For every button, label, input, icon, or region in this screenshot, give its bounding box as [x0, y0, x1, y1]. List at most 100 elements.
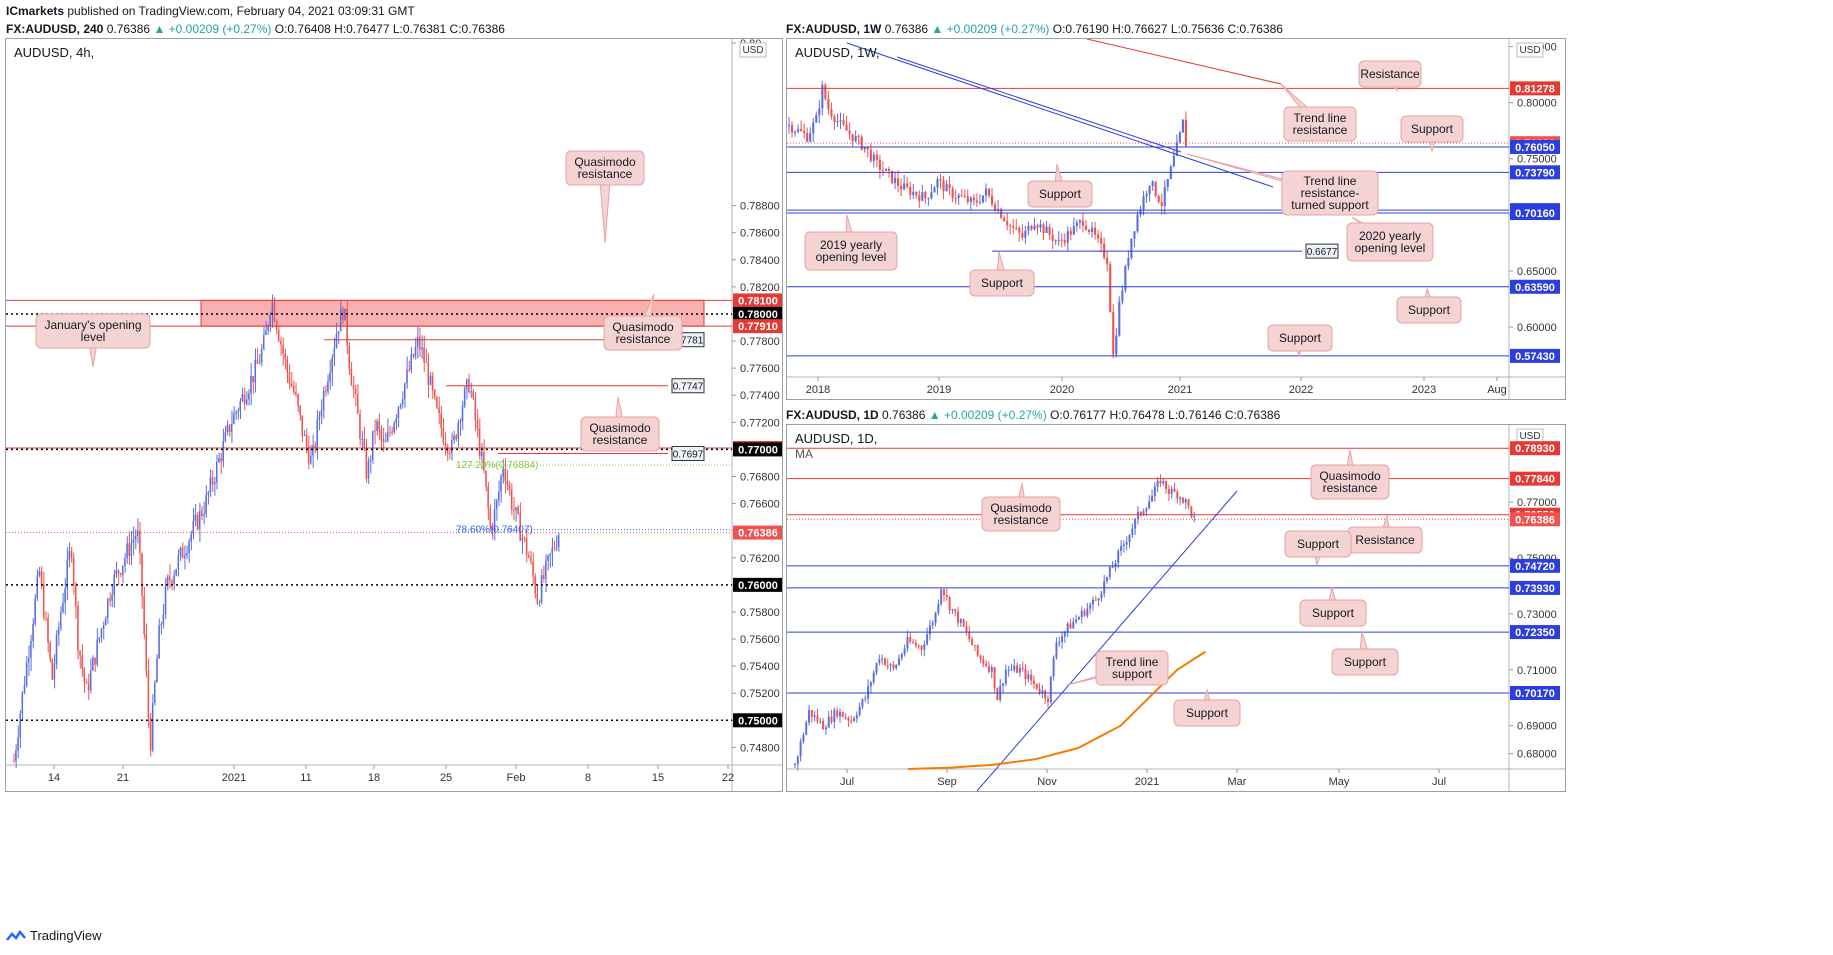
candle-body — [930, 192, 933, 199]
candle-body — [515, 507, 517, 511]
candle-body — [141, 553, 143, 596]
h4-chart-panel[interactable]: AUDUSD, 4h, 0.800.788000.786000.784000.7… — [5, 38, 783, 792]
callout-qm-resistance-mid-text: resistance — [616, 332, 671, 346]
candle-body — [77, 605, 79, 652]
candle-body — [64, 588, 66, 603]
price-label-text: 0.70170 — [1515, 688, 1555, 700]
callout-support-bottom-box — [1267, 324, 1333, 352]
candle-body — [1190, 506, 1193, 517]
candle-body — [297, 394, 299, 406]
candle-body — [934, 612, 937, 623]
candle-body — [461, 406, 464, 422]
candle-body — [117, 570, 120, 574]
candle-body — [551, 547, 553, 555]
candle-body — [1094, 227, 1097, 235]
candle-body — [858, 706, 861, 715]
callout-qm-resistance-mid-text: Quasimodo — [612, 320, 674, 334]
candle-body — [327, 381, 329, 392]
y-tick-label: 0.75600 — [740, 634, 780, 646]
callout-support-a-box — [1284, 530, 1352, 558]
candle-body — [164, 585, 167, 615]
candle-body — [305, 434, 308, 447]
candle-body — [1106, 257, 1109, 265]
candle-body — [1002, 683, 1004, 686]
candle-body — [1153, 486, 1156, 497]
y-tick-label: 0.77200 — [740, 417, 780, 429]
candle-body — [282, 344, 284, 354]
candle-body — [162, 614, 165, 625]
x-tick-label: 11 — [300, 772, 311, 784]
candle-body — [818, 108, 821, 116]
candle-body — [346, 308, 348, 346]
candle-body — [1100, 238, 1103, 244]
candle-body — [248, 393, 250, 400]
support-6677-tag-text: 0.6677 — [1307, 247, 1338, 258]
candle-body — [872, 154, 875, 162]
candle-body — [1193, 516, 1196, 518]
candle-body — [320, 410, 323, 417]
candle-body — [1077, 617, 1080, 620]
x-tick-label: 14 — [48, 772, 60, 784]
candle-body — [126, 543, 128, 559]
candle-body — [555, 547, 558, 549]
candle-body — [196, 514, 199, 530]
candle-body — [410, 354, 412, 370]
y-tick-label: 0.76200 — [740, 553, 780, 565]
candle-body — [1131, 528, 1134, 535]
callout-support-mid-box — [1027, 180, 1093, 208]
price-label-box — [1510, 471, 1560, 486]
candle-body — [254, 359, 256, 383]
candle-body — [1118, 301, 1121, 336]
candle-body — [1142, 511, 1145, 515]
price-label-box — [1510, 206, 1560, 221]
candle-body — [339, 308, 342, 332]
candle-body — [939, 179, 942, 181]
candle-body — [284, 353, 286, 360]
candle-body — [808, 710, 811, 723]
candle-body — [975, 200, 978, 203]
candle-body — [867, 686, 870, 699]
candle-body — [900, 185, 903, 190]
callout-resistance-box — [1358, 60, 1422, 88]
candle-body — [378, 421, 380, 430]
candle-body — [113, 574, 115, 595]
candle-body — [34, 597, 36, 624]
candle-body — [19, 713, 21, 738]
trend-line-support — [976, 490, 1238, 791]
candle-body — [218, 458, 220, 462]
callout-2020-open-text: opening level — [1355, 241, 1426, 255]
d1-chart-panel[interactable]: AUDUSD, 1D, MA 0.770000.750000.730000.71… — [786, 424, 1566, 792]
candle-body — [181, 547, 184, 558]
callout-resistance: Resistance — [1347, 515, 1423, 554]
candle-body — [1120, 546, 1123, 551]
candle-body — [1090, 227, 1094, 233]
candle-body — [881, 169, 884, 171]
tradingview-logo[interactable]: TradingView — [6, 928, 102, 943]
candle-body — [121, 565, 124, 575]
price-label-box — [1510, 512, 1560, 527]
candle-body — [839, 120, 842, 122]
candle-body — [495, 500, 498, 510]
candle-body — [1030, 674, 1033, 681]
y-tick-label: 0.65000 — [1517, 266, 1557, 278]
candle-body — [794, 131, 797, 133]
candle-body — [166, 576, 169, 586]
callout-qm-resistance-top-box — [565, 150, 645, 186]
w1-chart-panel[interactable]: AUDUSD, 1W, 0.850000.800000.750000.70000… — [786, 38, 1566, 400]
candle-body — [1145, 508, 1148, 512]
candle-body — [500, 476, 502, 492]
price-label-text: 0.77000 — [738, 444, 778, 456]
candle-body — [273, 301, 276, 322]
candle-body — [111, 594, 113, 601]
candle-body — [954, 197, 957, 199]
price-label-box — [1510, 165, 1560, 180]
candle-body — [917, 645, 920, 647]
candle-body — [230, 423, 233, 432]
candle-body — [850, 720, 853, 722]
candle-body — [1130, 238, 1133, 259]
candle-body — [427, 362, 430, 385]
candle-body — [425, 361, 427, 363]
candle-body — [299, 405, 301, 416]
candle-body — [923, 644, 926, 650]
